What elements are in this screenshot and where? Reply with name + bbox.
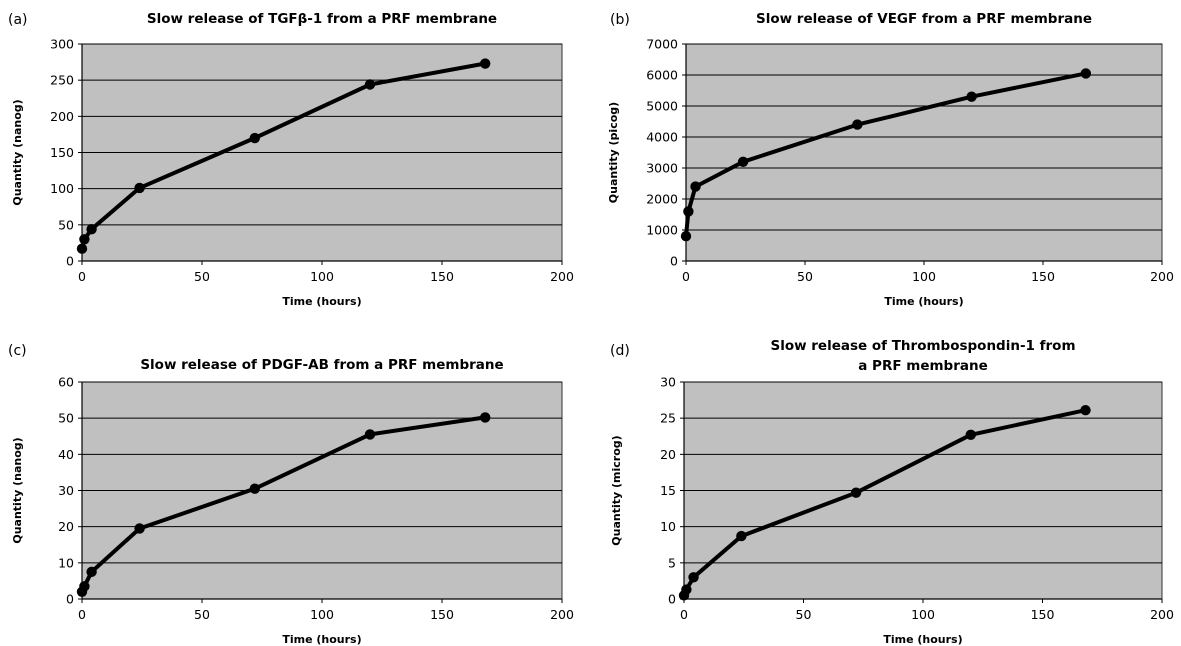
y-tick-label: 10	[660, 519, 676, 534]
chart-title: Slow release of PDGF-AB from a PRF membr…	[140, 357, 503, 373]
x-tick-label: 200	[1150, 269, 1174, 284]
y-tick-label: 4000	[646, 130, 678, 145]
y-tick-label: 3000	[646, 161, 678, 176]
x-tick-label: 50	[194, 607, 210, 622]
y-tick-label: 150	[50, 145, 74, 160]
data-point	[134, 523, 145, 534]
y-tick-label: 5000	[646, 99, 678, 114]
data-point	[364, 79, 376, 90]
data-point	[364, 429, 376, 440]
y-tick-label: 25	[660, 411, 676, 426]
panel-label: (b)	[610, 12, 630, 28]
data-point	[79, 581, 90, 592]
y-tick-label: 0	[66, 254, 74, 269]
x-tick-label: 0	[78, 607, 86, 622]
x-axis-title: Time (hours)	[883, 633, 962, 646]
panel-label: (d)	[610, 343, 630, 359]
y-tick-label: 7000	[646, 37, 678, 52]
x-tick-label: 100	[911, 607, 935, 622]
y-axis-title: Quantity (microg)	[610, 435, 623, 545]
x-tick-label: 150	[1031, 269, 1055, 284]
x-tick-label: 150	[430, 269, 454, 284]
data-point	[86, 223, 97, 235]
x-tick-label: 50	[797, 269, 813, 284]
x-tick-label: 0	[78, 269, 86, 284]
chart-panel-1: 0 50 100 150 200 250 300 0 50 100 150 200 (a) Slow re…	[8, 11, 574, 308]
data-point	[683, 206, 694, 217]
x-tick-label: 200	[550, 269, 574, 284]
data-point	[480, 412, 491, 423]
x-tick-label: 0	[680, 607, 688, 622]
y-tick-label: 20	[58, 519, 74, 534]
panel-label: (c)	[8, 343, 27, 359]
chart-title: a PRF membrane	[858, 358, 988, 374]
data-point	[480, 58, 491, 69]
data-point	[76, 243, 88, 254]
x-tick-label: 150	[430, 607, 454, 622]
x-tick-label: 50	[796, 607, 812, 622]
data-point	[737, 156, 749, 167]
data-point	[852, 119, 863, 130]
panel-label: (a)	[8, 12, 28, 28]
x-tick-label: 0	[682, 269, 690, 284]
y-tick-label: 100	[50, 181, 74, 196]
chart-panel-2: 0 1000 2000 3000 4000 5000 6000 7000 0 50 100 150 20…	[607, 11, 1174, 308]
chart-title: Slow release of Thrombospondin-1 from	[770, 338, 1075, 354]
data-point	[965, 429, 976, 441]
y-tick-label: 250	[50, 73, 74, 88]
y-tick-label: 20	[660, 447, 676, 462]
data-point	[690, 181, 701, 192]
data-point	[86, 566, 97, 578]
y-tick-label: 50	[58, 411, 74, 426]
data-point	[736, 530, 747, 542]
y-tick-label: 300	[50, 37, 74, 52]
data-point	[249, 132, 260, 144]
x-tick-label: 100	[310, 269, 334, 284]
plot-area	[685, 43, 1163, 262]
data-point	[850, 487, 862, 498]
y-tick-label: 0	[668, 592, 676, 607]
y-tick-label: 200	[50, 109, 74, 124]
chart-title: Slow release of VEGF from a PRF membrane	[756, 11, 1092, 27]
chart-panel-3: 0 10 20 30 40 50 60 0 50 100 150 200 (c) Slow release…	[8, 343, 574, 646]
data-point	[249, 483, 260, 494]
y-tick-label: 6000	[646, 68, 678, 83]
y-axis-title: Quantity (nanog)	[11, 99, 24, 205]
y-tick-label: 1000	[646, 223, 678, 238]
data-point	[681, 584, 692, 595]
y-tick-label: 10	[58, 555, 74, 570]
y-tick-label: 30	[660, 375, 676, 390]
y-tick-label: 2000	[646, 192, 678, 207]
y-tick-label: 0	[670, 254, 678, 269]
data-point	[688, 572, 699, 583]
x-axis-title: Time (hours)	[884, 295, 963, 308]
data-point	[680, 231, 692, 242]
y-tick-label: 5	[668, 555, 676, 570]
data-point	[134, 182, 145, 194]
x-tick-label: 200	[550, 607, 574, 622]
chart-title: Slow release of TGFβ-1 from a PRF membra…	[147, 11, 497, 27]
x-tick-label: 100	[310, 607, 334, 622]
data-point	[79, 234, 90, 245]
x-tick-label: 200	[1150, 607, 1174, 622]
x-tick-label: 150	[1031, 607, 1055, 622]
y-axis-title: Quantity (picog)	[607, 102, 620, 203]
y-tick-label: 50	[58, 217, 74, 232]
chart-panel-4: 0 5 10 15 20 25 30 0 50 100 150 200 (d) Slow release …	[610, 338, 1174, 646]
data-point	[966, 91, 977, 102]
y-tick-label: 15	[660, 483, 676, 498]
data-point	[1080, 68, 1092, 79]
y-axis-title: Quantity (nanog)	[11, 437, 24, 543]
data-point	[1080, 405, 1091, 416]
y-tick-label: 0	[66, 592, 74, 607]
x-tick-label: 50	[194, 269, 210, 284]
y-tick-label: 60	[58, 375, 74, 390]
x-tick-label: 100	[912, 269, 936, 284]
x-axis-title: Time (hours)	[282, 633, 361, 646]
x-axis-title: Time (hours)	[282, 295, 361, 308]
y-tick-label: 40	[58, 447, 74, 462]
y-tick-label: 30	[58, 483, 74, 498]
